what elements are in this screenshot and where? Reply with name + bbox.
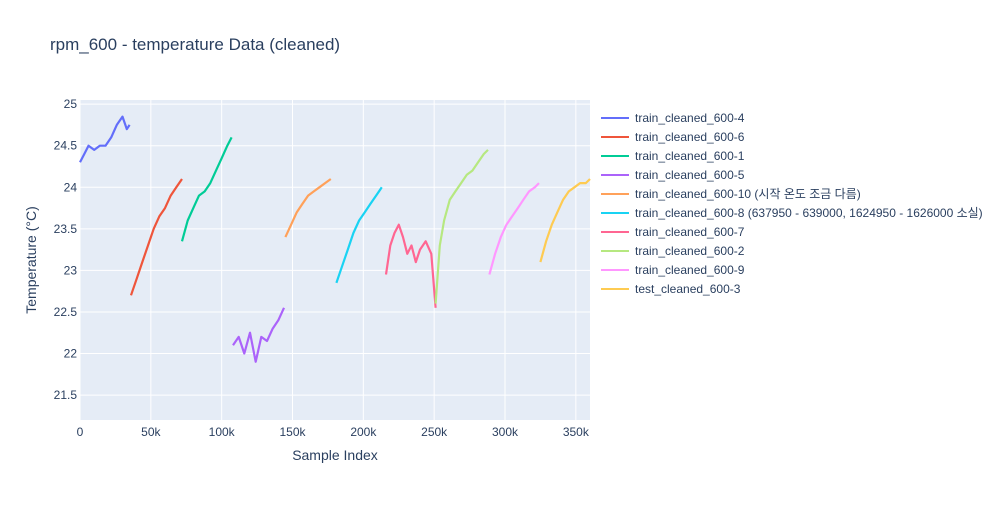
- legend-label: train_cleaned_600-9: [635, 263, 745, 277]
- legend-label: train_cleaned_600-10 (시작 온도 조금 다름): [635, 187, 861, 201]
- legend-label: train_cleaned_600-4: [635, 111, 745, 125]
- x-axis-label: Sample Index: [292, 447, 378, 463]
- y-tick-label: 24.5: [54, 139, 78, 153]
- plot-area: [80, 100, 590, 420]
- y-tick-label: 21.5: [54, 388, 78, 402]
- series-line-9: [488, 182, 540, 275]
- x-tick-label: 350k: [563, 425, 590, 439]
- legend-item-4[interactable]: train_cleaned_600-5: [601, 168, 745, 182]
- legend-item-10[interactable]: test_cleaned_600-3: [601, 282, 741, 296]
- x-tick-label: 300k: [492, 425, 519, 439]
- legend[interactable]: train_cleaned_600-4 train_cleaned_600-6tr…: [601, 111, 983, 296]
- legend-item-2[interactable]: train_cleaned_600-6: [601, 130, 745, 144]
- x-tick-label: 50k: [141, 425, 161, 439]
- chart-title: rpm_600 - temperature Data (cleaned): [50, 35, 340, 54]
- legend-item-7[interactable]: train_cleaned_600-7: [601, 225, 745, 239]
- series-line-10: [539, 178, 591, 263]
- legend-label: train_cleaned_600-2: [635, 244, 745, 258]
- series-line-5: [284, 178, 332, 238]
- y-tick-label: 23.5: [54, 222, 78, 236]
- series-line-1: [79, 115, 131, 163]
- legend-item-9[interactable]: train_cleaned_600-9: [601, 263, 745, 277]
- legend-item-8[interactable]: train_cleaned_600-2: [601, 244, 745, 258]
- legend-item-6[interactable]: train_cleaned_600-8 (637950 - 639000, 16…: [601, 206, 983, 220]
- y-axis-label: Temperature (°C): [23, 206, 39, 314]
- x-tick-label: 250k: [421, 425, 448, 439]
- legend-label: train_cleaned_600-8 (637950 - 639000, 16…: [635, 206, 983, 220]
- legend-label: train_cleaned_600-6: [635, 130, 745, 144]
- series-layer: [79, 115, 591, 363]
- x-tick-label: 100k: [209, 425, 236, 439]
- series-line-4: [232, 307, 286, 363]
- x-tick-label: 0: [77, 425, 84, 439]
- tick-layer: 0 50k 100k 150k 200k 250k 300k 350k 21.5 22 22.5 23…: [54, 97, 590, 439]
- legend-label: train_cleaned_600-7: [635, 225, 745, 239]
- legend-item-1[interactable]: train_cleaned_600-4: [601, 111, 745, 125]
- y-tick-label: 23: [64, 263, 78, 277]
- series-line-2: [129, 178, 183, 296]
- y-tick-label: 25: [64, 97, 78, 111]
- legend-item-5[interactable]: train_cleaned_600-10 (시작 온도 조금 다름): [601, 187, 861, 201]
- series-line-6: [335, 186, 383, 284]
- x-tick-label: 150k: [279, 425, 306, 439]
- legend-label: train_cleaned_600-5: [635, 168, 745, 182]
- legend-label: train_cleaned_600-1: [635, 149, 745, 163]
- y-tick-label: 22: [64, 347, 78, 361]
- legend-label: test_cleaned_600-3: [635, 282, 741, 296]
- legend-item-3[interactable]: train_cleaned_600-1: [601, 149, 745, 163]
- series-line-8: [434, 149, 489, 304]
- y-tick-label: 22.5: [54, 305, 78, 319]
- series-line-3: [180, 136, 233, 242]
- y-tick-label: 24: [64, 180, 78, 194]
- x-tick-label: 200k: [350, 425, 377, 439]
- series-line-7: [384, 223, 437, 308]
